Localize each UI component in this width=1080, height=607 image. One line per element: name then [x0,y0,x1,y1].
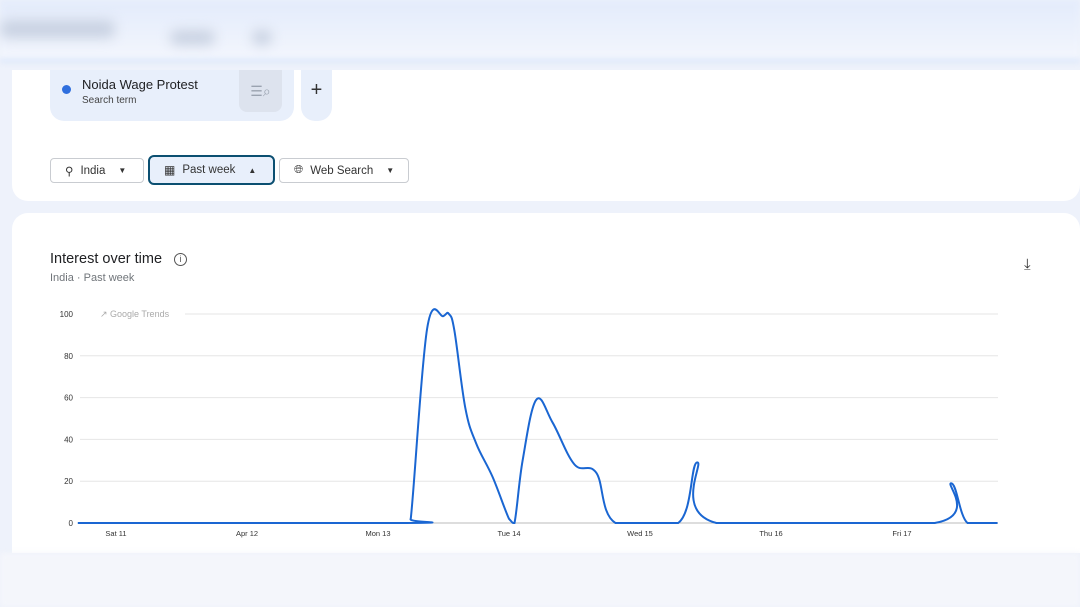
x-tick-label: Wed 15 [627,529,653,538]
blurred-logo [0,20,115,38]
caret-down-icon: ▼ [386,166,395,175]
info-icon[interactable]: i [174,253,187,266]
interest-over-time-card [12,213,1080,553]
y-tick-label: 40 [64,435,73,444]
y-tick-label: 0 [69,519,74,528]
filter-region[interactable]: ⚲ India ▼ [50,158,144,183]
x-tick-label: Fri 17 [892,529,911,538]
search-term-type: Search term [82,95,137,106]
location-pin-icon: ⚲ [65,165,74,178]
series-color-dot [62,85,71,94]
x-tick-label: Tue 14 [497,529,520,538]
compare-search-icon[interactable]: ☰⌕ [239,70,282,112]
filter-property[interactable]: 🌐︎ Web Search ▼ [279,158,409,183]
panel-subtitle: India · Past week [50,272,135,284]
calendar-icon: ▦ [164,163,176,177]
y-tick-label: 100 [60,310,74,319]
search-term-name: Noida Wage Protest [82,77,198,92]
x-tick-label: Thu 16 [759,529,782,538]
add-term-button[interactable]: + [301,70,332,121]
y-tick-label: 60 [64,394,73,403]
caret-down-icon: ▼ [118,166,127,175]
blurred-footer [0,553,1080,607]
x-tick-label: Sat 11 [105,529,126,538]
filter-period[interactable]: ▦ Past week ▲ [148,155,275,185]
blurred-tab [252,30,272,45]
y-tick-label: 80 [64,352,73,361]
caret-up-icon: ▲ [248,165,257,175]
x-tick-label: Mon 13 [365,529,390,538]
panel-title: Interest over time [50,251,163,267]
filter-label: India [80,164,106,177]
y-tick-label: 20 [64,477,73,486]
series-line [77,308,998,525]
filter-label: Web Search [310,164,374,177]
filter-label: Past week [182,164,236,176]
globe-icon: 🌐︎ [294,164,304,176]
google-trends-watermark: ↗ Google Trends [100,309,170,319]
plus-icon: + [310,79,323,101]
x-tick-label: Apr 12 [236,529,258,538]
blurred-tab [170,30,215,45]
download-icon[interactable]: ⤓ [1024,256,1031,273]
